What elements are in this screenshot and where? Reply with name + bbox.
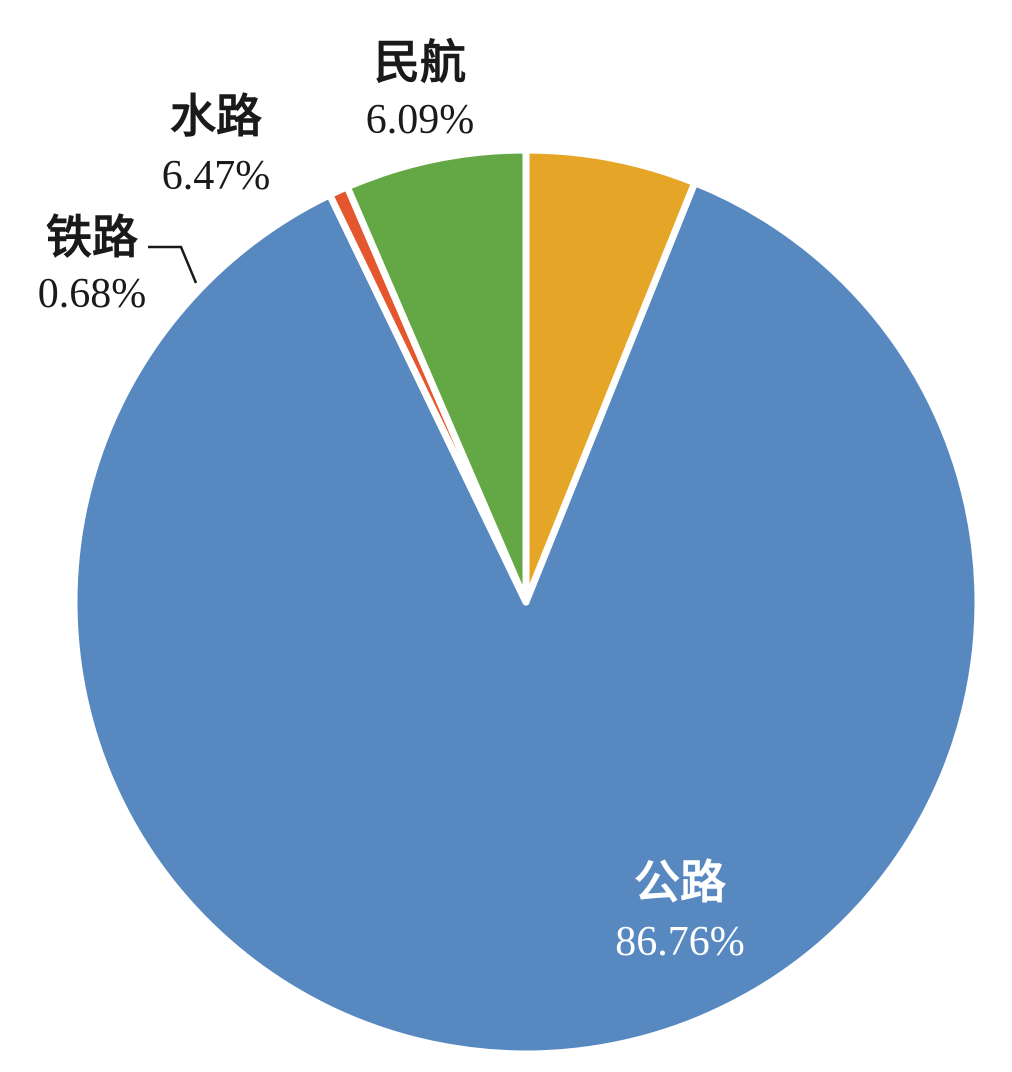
slice-label-name-railway: 铁路 (46, 210, 139, 264)
pie-slice-waterway (343, 146, 530, 606)
pie-slice-highway (70, 179, 982, 1058)
slice-label-value-civil-aviation: 6.09% (366, 97, 475, 143)
slices-layer (70, 146, 982, 1058)
leader-lines-layer (148, 245, 198, 284)
slice-label-value-railway: 0.68% (38, 271, 147, 317)
slice-label-name-civil-aviation: 民航 (374, 35, 466, 89)
labels-layer: 民航 6.09% 公路 86.76% 铁路 0.68% 水路 6.47% (38, 35, 745, 965)
leader-line-railway (148, 245, 198, 284)
slice-label-name-highway: 公路 (634, 855, 727, 909)
slice-label-name-waterway: 水路 (170, 89, 263, 143)
slice-label-value-waterway: 6.47% (162, 153, 271, 199)
slice-label-value-highway: 86.76% (615, 919, 745, 965)
